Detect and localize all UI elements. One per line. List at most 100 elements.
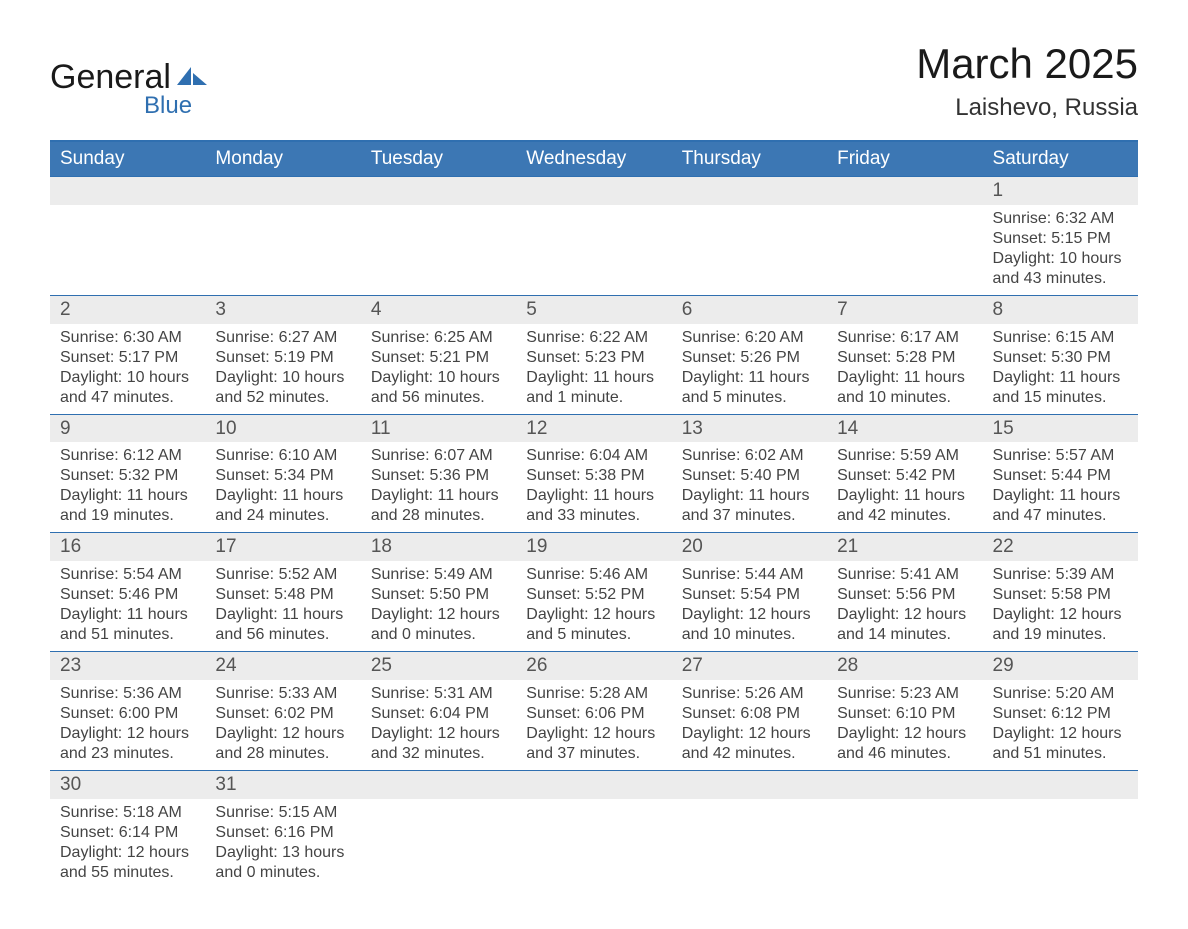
sunrise-text: Sunrise: 6:17 AM [837, 328, 972, 348]
daylight-text: Daylight: 11 hours and 1 minute. [526, 368, 661, 408]
weekday-header: Wednesday [516, 141, 671, 177]
detail-row: Sunrise: 6:30 AMSunset: 5:17 PMDaylight:… [50, 324, 1138, 415]
sunrise-text: Sunrise: 5:31 AM [371, 684, 506, 704]
day-detail-cell: Sunrise: 6:30 AMSunset: 5:17 PMDaylight:… [50, 324, 205, 415]
sunrise-text: Sunrise: 5:49 AM [371, 565, 506, 585]
day-number-cell: 21 [827, 533, 982, 561]
daylight-text: Daylight: 10 hours and 43 minutes. [993, 249, 1128, 289]
logo: General Blue [50, 40, 209, 120]
day-detail-cell: Sunrise: 6:04 AMSunset: 5:38 PMDaylight:… [516, 442, 671, 533]
detail-row: Sunrise: 5:18 AMSunset: 6:14 PMDaylight:… [50, 799, 1138, 889]
day-number-cell: 13 [672, 414, 827, 442]
day-detail-cell: Sunrise: 5:57 AMSunset: 5:44 PMDaylight:… [983, 442, 1138, 533]
sunrise-text: Sunrise: 6:04 AM [526, 446, 661, 466]
day-number-cell: 12 [516, 414, 671, 442]
sunrise-text: Sunrise: 5:46 AM [526, 565, 661, 585]
day-number-cell: 18 [361, 533, 516, 561]
sunset-text: Sunset: 5:52 PM [526, 585, 661, 605]
daynum-row: 3031 [50, 770, 1138, 798]
day-detail-cell: Sunrise: 6:32 AMSunset: 5:15 PMDaylight:… [983, 205, 1138, 296]
daynum-row: 1 [50, 177, 1138, 205]
daylight-text: Daylight: 12 hours and 51 minutes. [993, 724, 1128, 764]
day-detail-cell: Sunrise: 6:17 AMSunset: 5:28 PMDaylight:… [827, 324, 982, 415]
day-number-cell [205, 177, 360, 205]
day-detail-cell: Sunrise: 5:26 AMSunset: 6:08 PMDaylight:… [672, 680, 827, 771]
sunset-text: Sunset: 6:04 PM [371, 704, 506, 724]
day-number-cell: 29 [983, 652, 1138, 680]
day-detail-cell [361, 205, 516, 296]
day-number-cell: 9 [50, 414, 205, 442]
sunrise-text: Sunrise: 6:07 AM [371, 446, 506, 466]
sunrise-text: Sunrise: 6:30 AM [60, 328, 195, 348]
sunset-text: Sunset: 5:23 PM [526, 348, 661, 368]
day-detail-cell: Sunrise: 5:46 AMSunset: 5:52 PMDaylight:… [516, 561, 671, 652]
day-number-cell: 10 [205, 414, 360, 442]
daylight-text: Daylight: 12 hours and 23 minutes. [60, 724, 195, 764]
day-detail-cell: Sunrise: 5:59 AMSunset: 5:42 PMDaylight:… [827, 442, 982, 533]
daylight-text: Daylight: 11 hours and 15 minutes. [993, 368, 1128, 408]
day-number-cell: 1 [983, 177, 1138, 205]
day-number-cell: 7 [827, 295, 982, 323]
day-number-cell [516, 177, 671, 205]
day-detail-cell: Sunrise: 5:31 AMSunset: 6:04 PMDaylight:… [361, 680, 516, 771]
weekday-header: Tuesday [361, 141, 516, 177]
day-number-cell: 30 [50, 770, 205, 798]
daynum-row: 9101112131415 [50, 414, 1138, 442]
day-number-cell [516, 770, 671, 798]
day-number-cell: 4 [361, 295, 516, 323]
detail-row: Sunrise: 5:54 AMSunset: 5:46 PMDaylight:… [50, 561, 1138, 652]
sunset-text: Sunset: 5:44 PM [993, 466, 1128, 486]
header: General Blue March 2025 Laishevo, Russia [50, 40, 1138, 122]
sail-icon [177, 65, 209, 89]
day-number-cell [672, 770, 827, 798]
detail-row: Sunrise: 6:32 AMSunset: 5:15 PMDaylight:… [50, 205, 1138, 296]
daylight-text: Daylight: 12 hours and 37 minutes. [526, 724, 661, 764]
sunset-text: Sunset: 5:40 PM [682, 466, 817, 486]
day-number-cell: 26 [516, 652, 671, 680]
day-detail-cell: Sunrise: 6:20 AMSunset: 5:26 PMDaylight:… [672, 324, 827, 415]
sunrise-text: Sunrise: 6:20 AM [682, 328, 817, 348]
title-block: March 2025 Laishevo, Russia [916, 40, 1138, 122]
sunrise-text: Sunrise: 5:26 AM [682, 684, 817, 704]
sunrise-text: Sunrise: 5:23 AM [837, 684, 972, 704]
sunset-text: Sunset: 5:38 PM [526, 466, 661, 486]
sunrise-text: Sunrise: 5:59 AM [837, 446, 972, 466]
daylight-text: Daylight: 12 hours and 14 minutes. [837, 605, 972, 645]
daylight-text: Daylight: 12 hours and 0 minutes. [371, 605, 506, 645]
day-detail-cell: Sunrise: 5:15 AMSunset: 6:16 PMDaylight:… [205, 799, 360, 889]
daylight-text: Daylight: 11 hours and 33 minutes. [526, 486, 661, 526]
day-detail-cell [983, 799, 1138, 889]
day-number-cell: 8 [983, 295, 1138, 323]
day-detail-cell [361, 799, 516, 889]
sunset-text: Sunset: 5:58 PM [993, 585, 1128, 605]
sunset-text: Sunset: 6:02 PM [215, 704, 350, 724]
sunset-text: Sunset: 5:32 PM [60, 466, 195, 486]
day-detail-cell: Sunrise: 5:23 AMSunset: 6:10 PMDaylight:… [827, 680, 982, 771]
day-detail-cell: Sunrise: 6:27 AMSunset: 5:19 PMDaylight:… [205, 324, 360, 415]
sunrise-text: Sunrise: 5:57 AM [993, 446, 1128, 466]
sunrise-text: Sunrise: 6:12 AM [60, 446, 195, 466]
sunset-text: Sunset: 5:42 PM [837, 466, 972, 486]
sunrise-text: Sunrise: 5:20 AM [993, 684, 1128, 704]
daylight-text: Daylight: 12 hours and 55 minutes. [60, 843, 195, 883]
day-number-cell: 28 [827, 652, 982, 680]
day-number-cell [827, 177, 982, 205]
sunset-text: Sunset: 5:26 PM [682, 348, 817, 368]
daylight-text: Daylight: 12 hours and 10 minutes. [682, 605, 817, 645]
detail-row: Sunrise: 5:36 AMSunset: 6:00 PMDaylight:… [50, 680, 1138, 771]
day-number-cell: 16 [50, 533, 205, 561]
weekday-header: Sunday [50, 141, 205, 177]
daylight-text: Daylight: 10 hours and 52 minutes. [215, 368, 350, 408]
day-number-cell: 14 [827, 414, 982, 442]
sunrise-text: Sunrise: 6:02 AM [682, 446, 817, 466]
sunset-text: Sunset: 6:12 PM [993, 704, 1128, 724]
weekday-header: Saturday [983, 141, 1138, 177]
day-number-cell: 22 [983, 533, 1138, 561]
sunrise-text: Sunrise: 5:28 AM [526, 684, 661, 704]
day-detail-cell: Sunrise: 5:49 AMSunset: 5:50 PMDaylight:… [361, 561, 516, 652]
day-detail-cell: Sunrise: 6:02 AMSunset: 5:40 PMDaylight:… [672, 442, 827, 533]
daynum-row: 2345678 [50, 295, 1138, 323]
daylight-text: Daylight: 11 hours and 10 minutes. [837, 368, 972, 408]
daylight-text: Daylight: 11 hours and 42 minutes. [837, 486, 972, 526]
sunrise-text: Sunrise: 6:10 AM [215, 446, 350, 466]
